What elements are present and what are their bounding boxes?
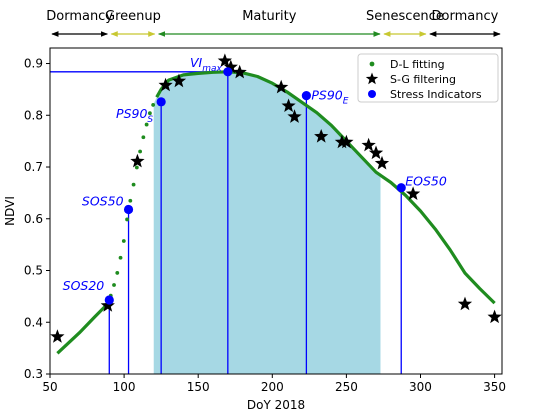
phase-label: Dormancy xyxy=(432,9,499,24)
y-tick-label: 0.8 xyxy=(24,108,43,122)
legend-label: D-L fitting xyxy=(390,58,445,71)
dl-fit-point xyxy=(134,165,139,170)
legend-label: Stress Indicators xyxy=(390,88,482,101)
stress-indicator-point xyxy=(123,204,134,215)
phase-label: Maturity xyxy=(242,9,297,24)
dl-fit-point xyxy=(147,111,152,116)
annotation-main: SOS50 xyxy=(82,193,124,208)
sg-star-point xyxy=(314,129,329,143)
maturity-shaded-region xyxy=(153,71,381,375)
sg-star-point xyxy=(171,73,187,88)
stress-indicator-point xyxy=(301,91,311,101)
y-tick-label: 0.9 xyxy=(24,57,43,71)
axes-frame xyxy=(49,47,503,375)
stress-indicator-point xyxy=(156,97,166,107)
y-tick-label: 0.3 xyxy=(24,367,43,381)
legend-marker-indicator xyxy=(368,90,376,98)
dl-fit-point xyxy=(112,283,116,287)
sg-star-point xyxy=(223,59,238,74)
dl-fit-point xyxy=(151,103,156,107)
x-tick-label: 300 xyxy=(409,380,432,394)
legend-marker-dl xyxy=(369,61,375,67)
sg-star-point xyxy=(361,137,376,152)
sg-star-point xyxy=(232,64,247,79)
dl-fit-point xyxy=(125,217,129,222)
sg-star-point xyxy=(405,186,421,200)
dl-fit-point xyxy=(141,135,146,140)
annotation-subscript: max xyxy=(202,64,222,74)
annotation-label: PS90S xyxy=(116,106,153,125)
sg-star-point xyxy=(339,134,354,149)
y-tick-label: 0.4 xyxy=(24,315,43,329)
y-tick-label: 0.6 xyxy=(24,212,43,226)
y-tick-label: 0.5 xyxy=(24,264,43,278)
x-tick-label: 250 xyxy=(335,380,358,394)
annotation-label: EOS50 xyxy=(405,174,447,189)
sg-star-point xyxy=(274,79,289,94)
legend-box xyxy=(357,53,499,103)
annotation-main: PS90 xyxy=(116,106,147,121)
annotation-main: VI xyxy=(190,55,203,70)
x-tick-label: 100 xyxy=(113,380,136,394)
annotation-label: SOS20 xyxy=(63,278,105,293)
legend-label: S-G filtering xyxy=(390,73,456,86)
dl-fit-line xyxy=(56,299,111,355)
x-tick-label: 350 xyxy=(483,380,506,394)
x-tick-label: 200 xyxy=(261,380,284,394)
stress-indicator-point xyxy=(223,67,233,77)
y-axis-label: NDVI xyxy=(3,196,17,226)
x-tick-label: 50 xyxy=(42,380,57,394)
dl-fit-point xyxy=(115,271,120,275)
axes: 50 100 150 200 250 300 350 0.3 0.4 0.5 0.6 0.7 0.8 0.… xyxy=(3,47,506,412)
phase-label: Senescence xyxy=(366,9,444,24)
annotation-main: EOS50 xyxy=(405,174,447,189)
annotation-label: VImax xyxy=(190,55,223,74)
dl-fit-line xyxy=(155,70,496,305)
dl-fit-point xyxy=(144,122,149,127)
annotation-subscript: E xyxy=(343,97,349,107)
annotation-subscript: S xyxy=(147,115,153,125)
dl-fit-point xyxy=(128,198,133,203)
dl-fit-point xyxy=(121,239,126,243)
x-axis-label: DoY 2018 xyxy=(247,398,305,412)
sg-star-point xyxy=(374,155,390,170)
phase-label: Greenup xyxy=(105,9,161,24)
sg-star-point xyxy=(487,309,502,324)
dl-fit-point xyxy=(118,255,123,260)
annotation-label: PS90E xyxy=(311,88,348,107)
sg-star-point xyxy=(457,296,473,311)
annotation-main: SOS20 xyxy=(63,278,105,293)
legend-marker-star xyxy=(365,72,379,85)
legend: D-L fitting S-G filtering Stress Indicator… xyxy=(357,53,499,103)
sg-star-point xyxy=(130,153,145,168)
y-tick-label: 0.7 xyxy=(24,160,43,174)
dl-fit-point xyxy=(131,182,136,187)
annotation-main: PS90 xyxy=(311,88,342,103)
x-tick-label: 150 xyxy=(187,380,210,394)
sg-star-point xyxy=(50,329,65,343)
sg-star-point xyxy=(281,98,296,112)
sg-star-point xyxy=(158,77,173,92)
stress-indicator-point xyxy=(104,295,114,305)
phase-label: Dormancy xyxy=(46,9,113,24)
dl-fit-point xyxy=(138,149,143,154)
sg-star-point xyxy=(217,53,232,67)
stress-indicator-point xyxy=(396,183,406,193)
sg-star-point xyxy=(100,298,115,312)
sg-star-point xyxy=(287,109,302,123)
sg-star-point xyxy=(368,145,384,160)
annotation-label: SOS50 xyxy=(82,193,124,208)
